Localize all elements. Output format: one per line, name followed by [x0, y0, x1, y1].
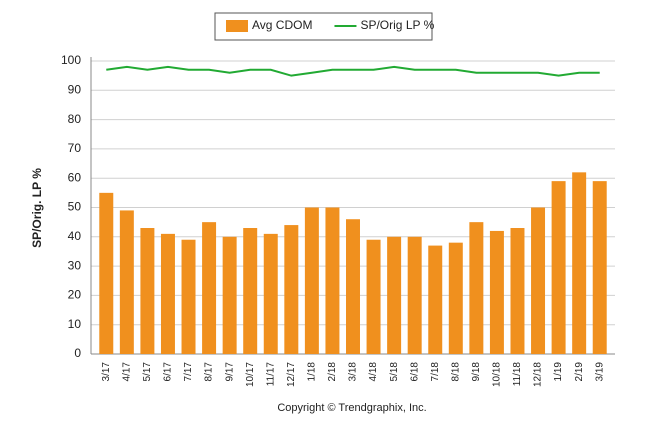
bar: [592, 181, 607, 354]
x-tick-label: 6/18: [409, 362, 420, 382]
x-tick-label: 4/17: [121, 362, 132, 382]
bar: [119, 210, 134, 354]
x-tick-label: 10/17: [245, 362, 256, 387]
y-axis-label: SP/Orig. LP %: [30, 168, 44, 248]
y-tick-label: 30: [68, 258, 82, 272]
bar: [160, 233, 175, 354]
y-tick-label: 80: [68, 112, 82, 126]
line: [106, 65, 600, 77]
x-tick-label: 5/18: [389, 362, 400, 382]
x-tick-label: 11/17: [265, 362, 276, 387]
bar: [531, 207, 546, 354]
bar: [469, 222, 484, 354]
x-tick-label: 12/18: [533, 362, 544, 387]
bar: [448, 242, 463, 354]
bar: [346, 219, 360, 354]
bar: [222, 236, 237, 354]
x-tick-label: 7/17: [183, 362, 194, 382]
y-tick-label: 90: [68, 82, 82, 96]
y-tick-label: 100: [61, 53, 81, 67]
bar: [551, 181, 566, 354]
bar: [243, 228, 258, 354]
x-tick-label: 7/18: [430, 362, 441, 382]
bar: [428, 245, 443, 354]
x-tick-label: 8/17: [204, 362, 215, 382]
x-tick-label: 1/19: [553, 362, 564, 382]
x-tick-label: 12/17: [286, 362, 297, 387]
legend-label: SP/Orig LP %: [360, 18, 434, 32]
x-tick-label: 1/18: [307, 362, 318, 382]
footer: Copyright © Trendgraphix, Inc.: [277, 402, 426, 414]
legend-label: Avg CDOM: [252, 18, 312, 32]
legend-box: [214, 12, 433, 41]
y-tick-label: 70: [68, 141, 82, 155]
x-tick-label: 11/18: [512, 362, 523, 387]
y-tick-label: 60: [68, 170, 82, 184]
y-tick-label: 20: [68, 288, 82, 302]
bar: [181, 239, 196, 354]
x-tick-label: 8/18: [450, 362, 461, 382]
bar: [407, 236, 422, 354]
x-tick-label: 3/19: [594, 362, 605, 382]
y-tick-label: 10: [68, 317, 82, 331]
x-tick-label: 2/18: [327, 362, 338, 382]
y-tick-label: 50: [68, 200, 82, 214]
bar: [489, 230, 504, 354]
x-tick-label: 9/17: [224, 362, 235, 382]
bar: [140, 228, 155, 354]
x-tick-label: 2/19: [574, 362, 585, 382]
bar: [99, 192, 114, 354]
bar: [284, 225, 299, 354]
bar: [304, 207, 319, 354]
x-tick-label: 6/17: [163, 362, 174, 382]
bar: [263, 233, 278, 354]
x-tick-label: 3/18: [348, 362, 359, 382]
bar: [366, 239, 381, 354]
bar: [572, 172, 587, 354]
x-tick-label: 5/17: [142, 362, 153, 382]
x-tick-label: 3/17: [101, 362, 112, 382]
y-tick-label: 0: [74, 346, 81, 360]
y-tick-label: 40: [68, 229, 82, 243]
bar: [325, 207, 340, 354]
bar: [387, 236, 402, 354]
x-tick-label: 10/18: [492, 362, 503, 387]
legend-swatch: [226, 20, 248, 32]
bar: [510, 228, 525, 354]
bar: [202, 222, 217, 354]
x-tick-label: 4/18: [368, 362, 379, 382]
x-tick-label: 9/18: [471, 362, 482, 382]
